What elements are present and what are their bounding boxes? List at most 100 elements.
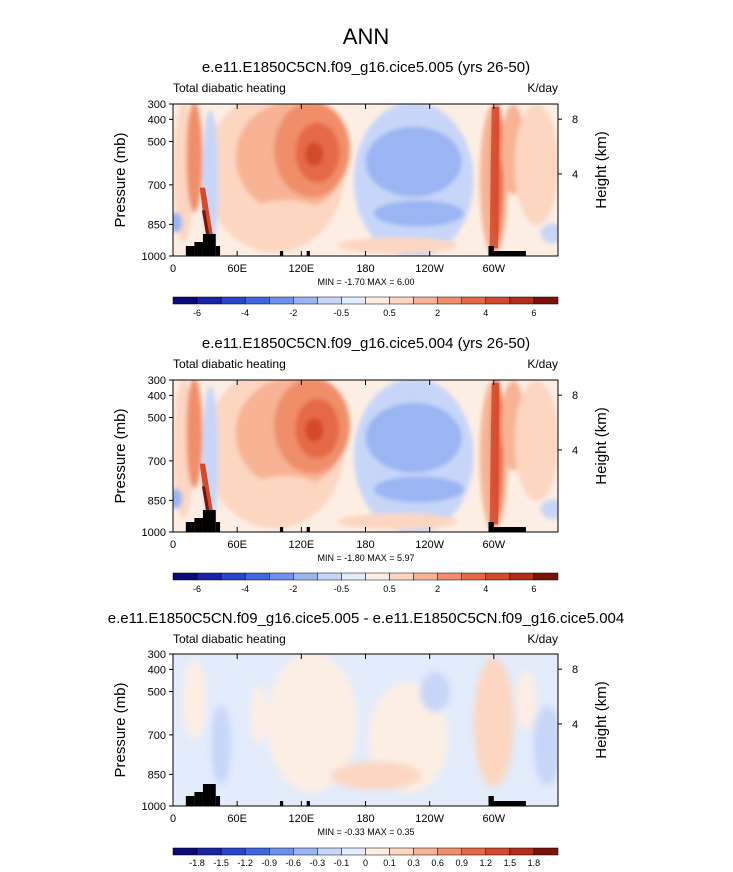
contour-region [305, 142, 324, 167]
x-tick-label: 0 [170, 263, 176, 275]
colorbar: -6 -4 -2 -0.5 0.5 2 4 6 [172, 572, 559, 594]
contour-region [211, 705, 232, 786]
y-tick-label: 850 [148, 219, 166, 231]
colorbar-label: -2 [289, 584, 297, 594]
x-tick-label: 60W [483, 813, 506, 825]
contour-region [245, 476, 326, 512]
y-tick-label: 500 [148, 413, 166, 425]
colorbar-label: 6 [531, 584, 536, 594]
units-label: K/day [527, 632, 558, 646]
x-tick-label: 60W [483, 539, 506, 551]
y-right-axis-title: Height (km) [593, 681, 610, 759]
topography [185, 246, 195, 256]
contour-region [540, 223, 558, 244]
colorbar-box [172, 296, 198, 305]
y-right-axis-title: Height (km) [593, 131, 610, 209]
contour-region [245, 200, 326, 236]
colorbar-box [461, 296, 487, 305]
colorbar-label: 0.6 [431, 858, 444, 868]
contour-region [305, 418, 324, 443]
colorbar-label: 2 [435, 308, 440, 318]
topography [194, 242, 203, 256]
colorbar-label: 4 [483, 308, 488, 318]
colorbar-label: 1.5 [504, 858, 517, 868]
topography [279, 801, 284, 806]
colorbar-box [269, 847, 294, 856]
colorbar-label: -0.9 [261, 858, 277, 868]
y-tick-label: 400 [148, 390, 166, 402]
colorbar-label: -1.8 [189, 858, 205, 868]
y-right-tick-label: 8 [572, 664, 578, 676]
colorbar-box [485, 572, 511, 581]
x-tick-label: 120W [415, 263, 444, 275]
contour-region [337, 237, 458, 254]
y-tick-label: 700 [148, 456, 166, 468]
topography [493, 801, 526, 806]
colorbar-box [509, 296, 535, 305]
colorbar-box [244, 572, 270, 581]
colorbar-box [269, 572, 294, 581]
contour-region [489, 107, 500, 249]
topography [215, 796, 221, 806]
colorbar-box [172, 572, 198, 581]
contour-region [420, 672, 451, 712]
y-tick-label: 1000 [142, 251, 166, 263]
x-tick-label: 120W [415, 539, 444, 551]
topography [306, 527, 310, 532]
units-label: K/day [527, 357, 558, 371]
y-tick-label: 700 [148, 730, 166, 742]
colorbar-label: 2 [435, 584, 440, 594]
colorbar-label: -1.2 [237, 858, 253, 868]
colorbar-label: -2 [289, 308, 297, 318]
field-label: Total diabatic heating [173, 632, 286, 646]
colorbar-box [244, 296, 270, 305]
colorbar-label: -6 [193, 584, 201, 594]
panel-title: e.e11.E1850C5CN.f09_g16.cice5.004 (yrs 2… [202, 335, 530, 352]
colorbar-box [437, 296, 462, 305]
colorbar-box [244, 847, 270, 856]
colorbar-label: -0.3 [310, 858, 326, 868]
colorbar-box [365, 572, 390, 581]
colorbar-label: 1.8 [528, 858, 541, 868]
colorbar-box [172, 847, 198, 856]
topography [493, 527, 526, 532]
colorbar-box [389, 572, 414, 581]
colorbar-label: -0.5 [334, 308, 350, 318]
colorbar-label: -4 [241, 308, 249, 318]
y-tick-label: 1000 [142, 527, 166, 539]
colorbar-label: 0.5 [383, 584, 396, 594]
colorbar-box [533, 572, 559, 581]
colorbar-label: -1.5 [213, 858, 229, 868]
y-right-axis-title: Height (km) [593, 407, 610, 485]
topography [488, 522, 494, 532]
contour-region [533, 705, 558, 786]
y-axis-title: Pressure (mb) [112, 132, 129, 227]
contour-region [515, 669, 536, 730]
colorbar-box [341, 847, 366, 856]
chart-panel-1: e.e11.E1850C5CN.f09_g16.cice5.005 (yrs 2… [112, 59, 610, 318]
y-tick-label: 850 [148, 495, 166, 507]
topography [215, 522, 221, 532]
contour-region [473, 657, 514, 788]
contour-region [365, 126, 462, 197]
colorbar-box [413, 572, 438, 581]
panel-title: e.e11.E1850C5CN.f09_g16.cice5.005 - e.e1… [108, 610, 624, 627]
topography [194, 792, 203, 806]
field-label: Total diabatic heating [173, 357, 286, 371]
y-axis-title: Pressure (mb) [112, 408, 129, 503]
x-tick-label: 180 [356, 263, 374, 275]
x-tick-label: 60E [227, 813, 247, 825]
colorbar-box [293, 296, 318, 305]
contour-shading [182, 654, 558, 793]
contour-region [250, 684, 267, 745]
stats-label: MIN = -0.33 MAX = 0.35 [317, 827, 414, 837]
contour-region [337, 513, 458, 530]
units-label: K/day [527, 81, 558, 95]
colorbar-box [461, 572, 487, 581]
colorbar-box [437, 572, 462, 581]
colorbar-box [485, 296, 511, 305]
contour-region [514, 104, 558, 225]
contour-region [540, 499, 558, 520]
colorbar-box [196, 572, 222, 581]
colorbar-box [196, 847, 222, 856]
